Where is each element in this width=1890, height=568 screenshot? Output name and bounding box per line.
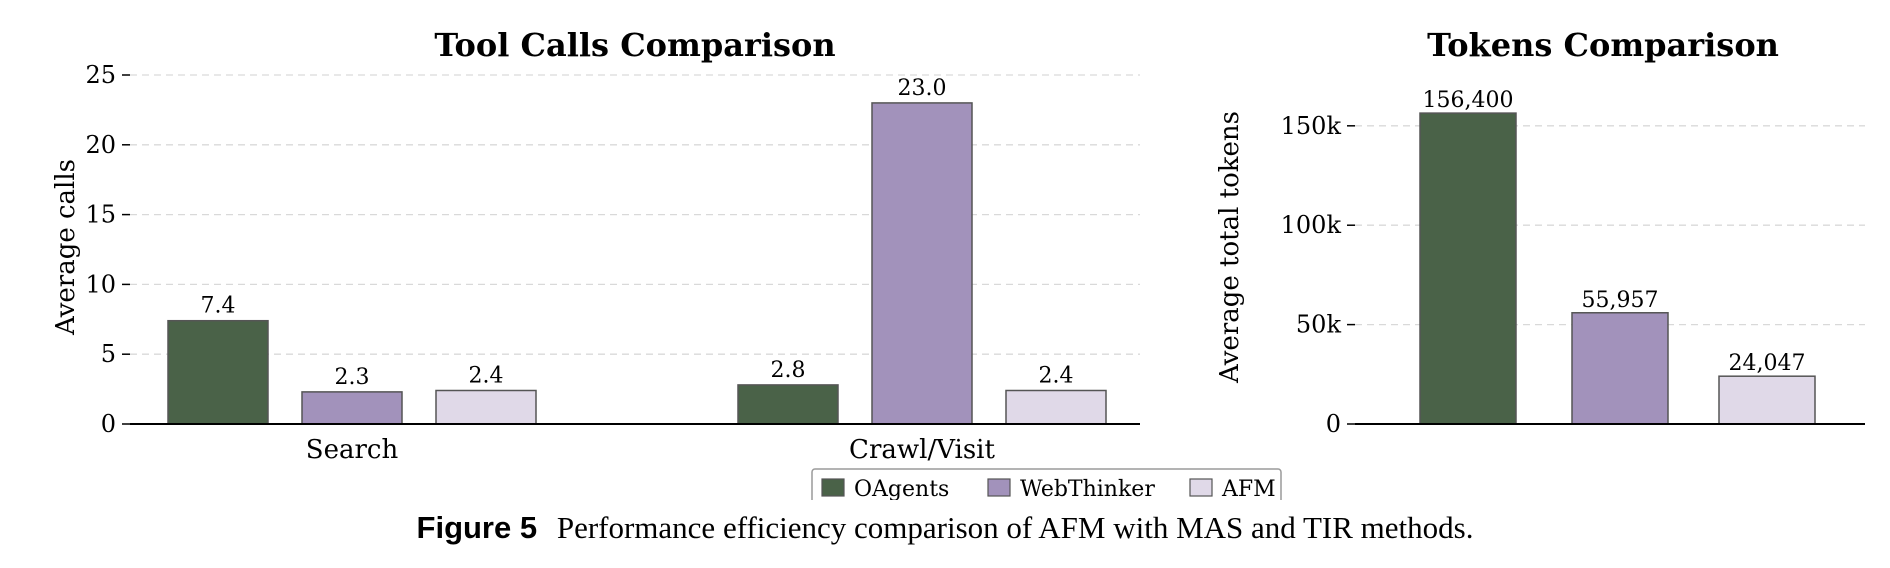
legend-swatch-webthinker xyxy=(987,478,1011,497)
tool-calls-y-axis-label: Average calls xyxy=(51,159,81,336)
tokens-data-labels: 156,400 55,957 24,047 xyxy=(1423,88,1806,376)
legend: OAgents WebThinker AFM xyxy=(811,468,1282,500)
tool-calls-y-tick-label: 10 xyxy=(85,270,116,298)
data-label-crawl-visit-webthinker: 23.0 xyxy=(898,76,947,101)
legend-swatch-afm xyxy=(1189,478,1213,497)
tool-calls-bars xyxy=(167,102,1107,425)
legend-frame xyxy=(811,468,1282,500)
data-label-search-afm: 2.4 xyxy=(469,363,504,388)
tokens-y-tick-label: 50k xyxy=(1296,311,1342,339)
tool-calls-y-ticks: 0 5 10 15 20 25 xyxy=(85,61,130,438)
bar-tokens-oagents xyxy=(1419,112,1517,425)
data-label-crawl-visit-afm: 2.4 xyxy=(1039,363,1074,388)
tokens-y-axis-label: Average total tokens xyxy=(1215,111,1245,384)
tool-calls-data-labels: 7.4 2.3 2.4 2.8 23.0 2.4 xyxy=(201,76,1074,390)
bar-search-webthinker xyxy=(301,391,403,425)
tool-calls-chart: Tool Calls Comparison Average calls 0 5 10… xyxy=(51,26,1140,465)
tokens-title: Tokens Comparison xyxy=(1427,26,1779,64)
data-label-crawl-visit-oagents: 2.8 xyxy=(771,358,806,383)
tool-calls-gridlines xyxy=(130,74,1140,355)
figure-number: Figure 5 xyxy=(416,510,538,545)
bar-search-afm xyxy=(435,389,537,425)
legend-swatch-oagents xyxy=(821,478,845,497)
tool-calls-y-tick-label: 20 xyxy=(85,131,116,159)
bar-crawl-visit-afm xyxy=(1005,389,1107,425)
data-label-tokens-oagents: 156,400 xyxy=(1423,88,1514,113)
bar-tokens-afm xyxy=(1718,375,1816,425)
bar-search-oagents xyxy=(167,319,269,425)
data-label-tokens-webthinker: 55,957 xyxy=(1582,288,1659,313)
category-label-crawl-visit: Crawl/Visit xyxy=(849,435,995,465)
bar-tokens-webthinker xyxy=(1571,312,1669,425)
figure-canvas: Tool Calls Comparison Average calls 0 5 10… xyxy=(51,26,1865,500)
data-label-search-oagents: 7.4 xyxy=(201,294,236,319)
tokens-chart: Tokens Comparison Average total tokens 0… xyxy=(1215,26,1865,438)
tokens-y-ticks: 0 50k 100k 150k xyxy=(1281,112,1355,438)
tool-calls-y-tick-label: 0 xyxy=(101,410,116,438)
tokens-y-tick-label: 150k xyxy=(1281,112,1342,140)
caption-text: Performance efficiency comparison of AFM… xyxy=(556,510,1474,545)
tokens-bars xyxy=(1419,112,1816,425)
legend-label-oagents: OAgents xyxy=(854,477,949,500)
category-label-search: Search xyxy=(306,435,399,465)
legend-label-afm: AFM xyxy=(1221,477,1276,500)
figure-caption: Figure 5 Performance efficiency comparis… xyxy=(0,510,1890,546)
tool-calls-title: Tool Calls Comparison xyxy=(434,26,835,64)
data-label-search-webthinker: 2.3 xyxy=(335,365,370,390)
tool-calls-y-tick-label: 5 xyxy=(101,340,116,368)
data-label-tokens-afm: 24,047 xyxy=(1729,351,1806,376)
tokens-y-tick-label: 0 xyxy=(1326,410,1341,438)
tool-calls-y-tick-label: 15 xyxy=(85,201,116,229)
tool-calls-categories: Search Crawl/Visit xyxy=(306,435,996,465)
tool-calls-y-tick-label: 25 xyxy=(85,61,116,89)
bar-crawl-visit-oagents xyxy=(737,384,839,425)
bar-crawl-visit-webthinker xyxy=(871,102,973,425)
tokens-y-tick-label: 100k xyxy=(1281,211,1342,239)
legend-label-webthinker: WebThinker xyxy=(1020,477,1155,500)
